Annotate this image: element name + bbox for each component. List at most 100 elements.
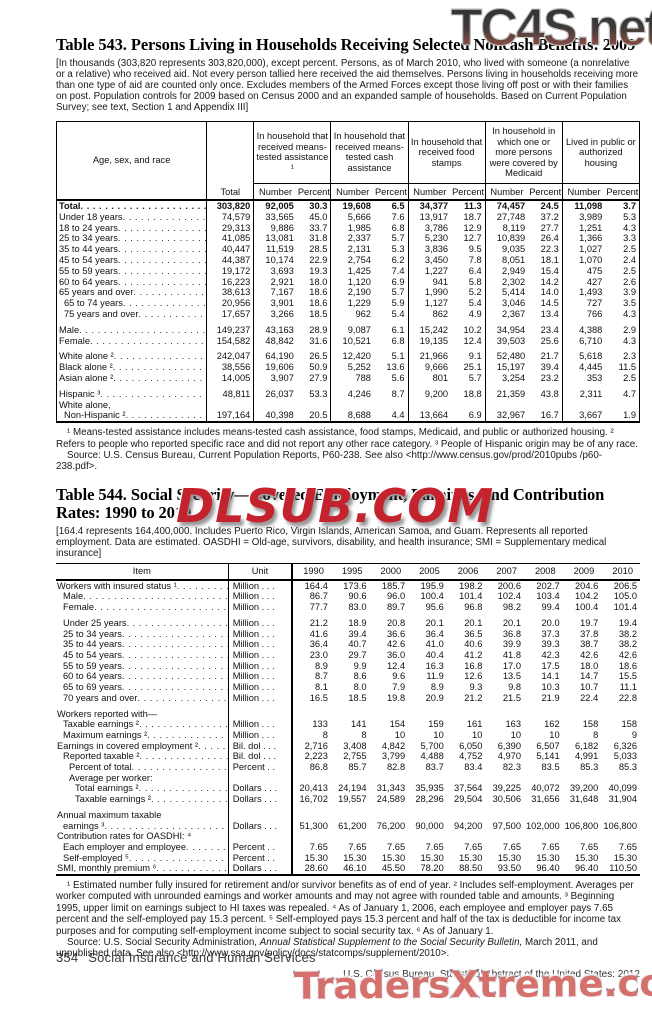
- cell-value: 3,408: [343, 740, 367, 751]
- cell-value: 766: [561, 308, 606, 320]
- row-label: Workers with insured status ¹: [57, 581, 228, 592]
- row-label: Annual maximum taxable: [57, 809, 162, 820]
- row-label: 18 to 24 years: [59, 223, 206, 234]
- row-label: 35 to 44 years: [57, 639, 228, 650]
- cell-value: 9.1: [468, 351, 482, 362]
- cell-value: 133: [312, 719, 328, 730]
- cell-value: 106,800: [603, 820, 637, 831]
- row-label: SMI, monthly premium ⁶: [57, 863, 228, 874]
- cell-value: 21.2: [464, 692, 483, 703]
- page-footer: 354 Social Insurance and Human Services: [56, 950, 316, 965]
- column-header-year: 2000: [369, 563, 409, 581]
- cell-value: 5.3: [623, 211, 636, 222]
- column-header-item: Item: [56, 563, 229, 581]
- header-row-subcols: Number Percent Number Percent Number Percent N…: [57, 183, 640, 201]
- row-label: 75 years and over: [59, 309, 206, 320]
- row-label-cell: Taxable earnings ²: [56, 719, 229, 730]
- row-label-cell: Earnings in covered employment ²: [56, 740, 229, 752]
- cell-value: 40,447: [206, 244, 254, 255]
- cell-value: 88.50: [459, 863, 483, 874]
- dot-leader: [81, 201, 207, 212]
- cell-value: 26.4: [540, 233, 559, 244]
- cell-value: 788: [330, 372, 374, 384]
- cell-value: 14.7: [580, 671, 599, 682]
- cell-value: 37,564: [453, 783, 483, 794]
- column-header-number: Number: [253, 183, 297, 201]
- cell-unit: Million . . .: [228, 660, 294, 672]
- cell-value: 45.0: [309, 211, 328, 222]
- cell-value: 862: [407, 308, 452, 320]
- column-header-number: Number: [330, 183, 374, 201]
- cell-value: 2.5: [623, 244, 636, 255]
- cell-value: 18.7: [463, 211, 482, 222]
- table-row: White alone ²242,04764,19026.512,4205.12…: [57, 346, 640, 363]
- row-label-cell: Asian alone ²: [57, 373, 207, 384]
- cell-unit: Million . . .: [228, 671, 294, 683]
- dot-leader: [118, 223, 206, 234]
- cell-value: 185.7: [381, 580, 406, 591]
- column-header-year: 2008: [524, 563, 563, 581]
- cell-value: 2,367: [484, 308, 529, 320]
- cell-value: 18.8: [463, 388, 482, 399]
- cell-value: 2,190: [330, 287, 374, 299]
- cell-value: 5.4: [468, 298, 482, 309]
- cell-value: 5,033: [613, 751, 637, 762]
- cell-value: 8.6: [353, 671, 367, 682]
- cell-value: 6,050: [459, 740, 483, 751]
- cell-value: 40,398: [253, 399, 297, 423]
- row-label: Non-Hispanic ²: [59, 410, 206, 421]
- cell-value: 6.5: [391, 201, 405, 211]
- row-label: Under 25 years: [57, 618, 228, 629]
- cell-value: 15,242: [407, 319, 452, 336]
- cell-value: 15.4: [540, 265, 559, 276]
- cell-value: 40.4: [425, 649, 444, 660]
- cell-value: 100.4: [574, 602, 599, 613]
- cell-value: 95.6: [425, 602, 444, 613]
- table-row: Percent of totalPercent . . 86.8 85.7 82.8 8…: [56, 762, 640, 773]
- column-header-year: 1995: [330, 563, 370, 581]
- row-label-cell: Total earnings ²: [56, 783, 229, 795]
- cell-value: 15.5: [618, 671, 637, 682]
- dot-leader: [156, 863, 227, 874]
- cell-value: 94,200: [453, 820, 483, 831]
- cell-value: 7.65: [502, 841, 521, 852]
- dot-leader: [138, 309, 206, 320]
- cell-value: 5.6: [391, 372, 405, 383]
- cell-value: 40,072: [531, 783, 560, 794]
- row-label-cell: 35 to 44 years: [56, 639, 229, 650]
- cell-value: 10: [433, 729, 444, 740]
- cell-value: 9.5: [468, 244, 482, 255]
- cell-value: 1,425: [330, 265, 374, 277]
- cell-value: 42.6: [618, 649, 637, 660]
- cell-value: 31.8: [309, 233, 328, 244]
- cell-value: 9,200: [407, 383, 452, 400]
- row-label-cell: Total: [57, 200, 207, 212]
- cell-value: 28.60: [304, 863, 328, 874]
- cell-value: 6.1: [391, 324, 405, 335]
- cell-value: 2.9: [623, 324, 636, 335]
- table-row: SMI, monthly premium ⁶Dollars . . . 28.60…: [56, 863, 640, 876]
- cell-value: 43.8: [540, 388, 559, 399]
- cell-value: 61,200: [338, 820, 367, 831]
- table-544-source: Source: U.S. Social Security Administrat…: [56, 937, 598, 960]
- cell-value: 8.0: [353, 682, 367, 693]
- cell-value: 38.7: [580, 639, 599, 650]
- cell-value: 2,337: [330, 233, 374, 245]
- row-label-cell: White alone, Non-Hispanic ²: [57, 400, 207, 423]
- cell-value: 12.7: [463, 233, 482, 244]
- cell-value: 26.5: [309, 351, 328, 362]
- table-544-title: Table 544. Social Security—Covered Emplo…: [56, 484, 605, 522]
- row-label-cell: Each employer and employee: [56, 841, 229, 853]
- cell-value: 20.0: [541, 617, 560, 628]
- cell-value: 5.3: [391, 244, 405, 255]
- table-543-footnote: ¹ Means-tested assistance includes means…: [56, 427, 638, 450]
- cell-value: 17.0: [502, 660, 521, 671]
- dot-leader: [133, 287, 206, 298]
- column-header-total: Total: [206, 121, 254, 201]
- row-label: 65 to 74 years: [59, 298, 206, 309]
- cell-value: 206.5: [613, 580, 637, 591]
- cell-value: 6.9: [391, 276, 405, 287]
